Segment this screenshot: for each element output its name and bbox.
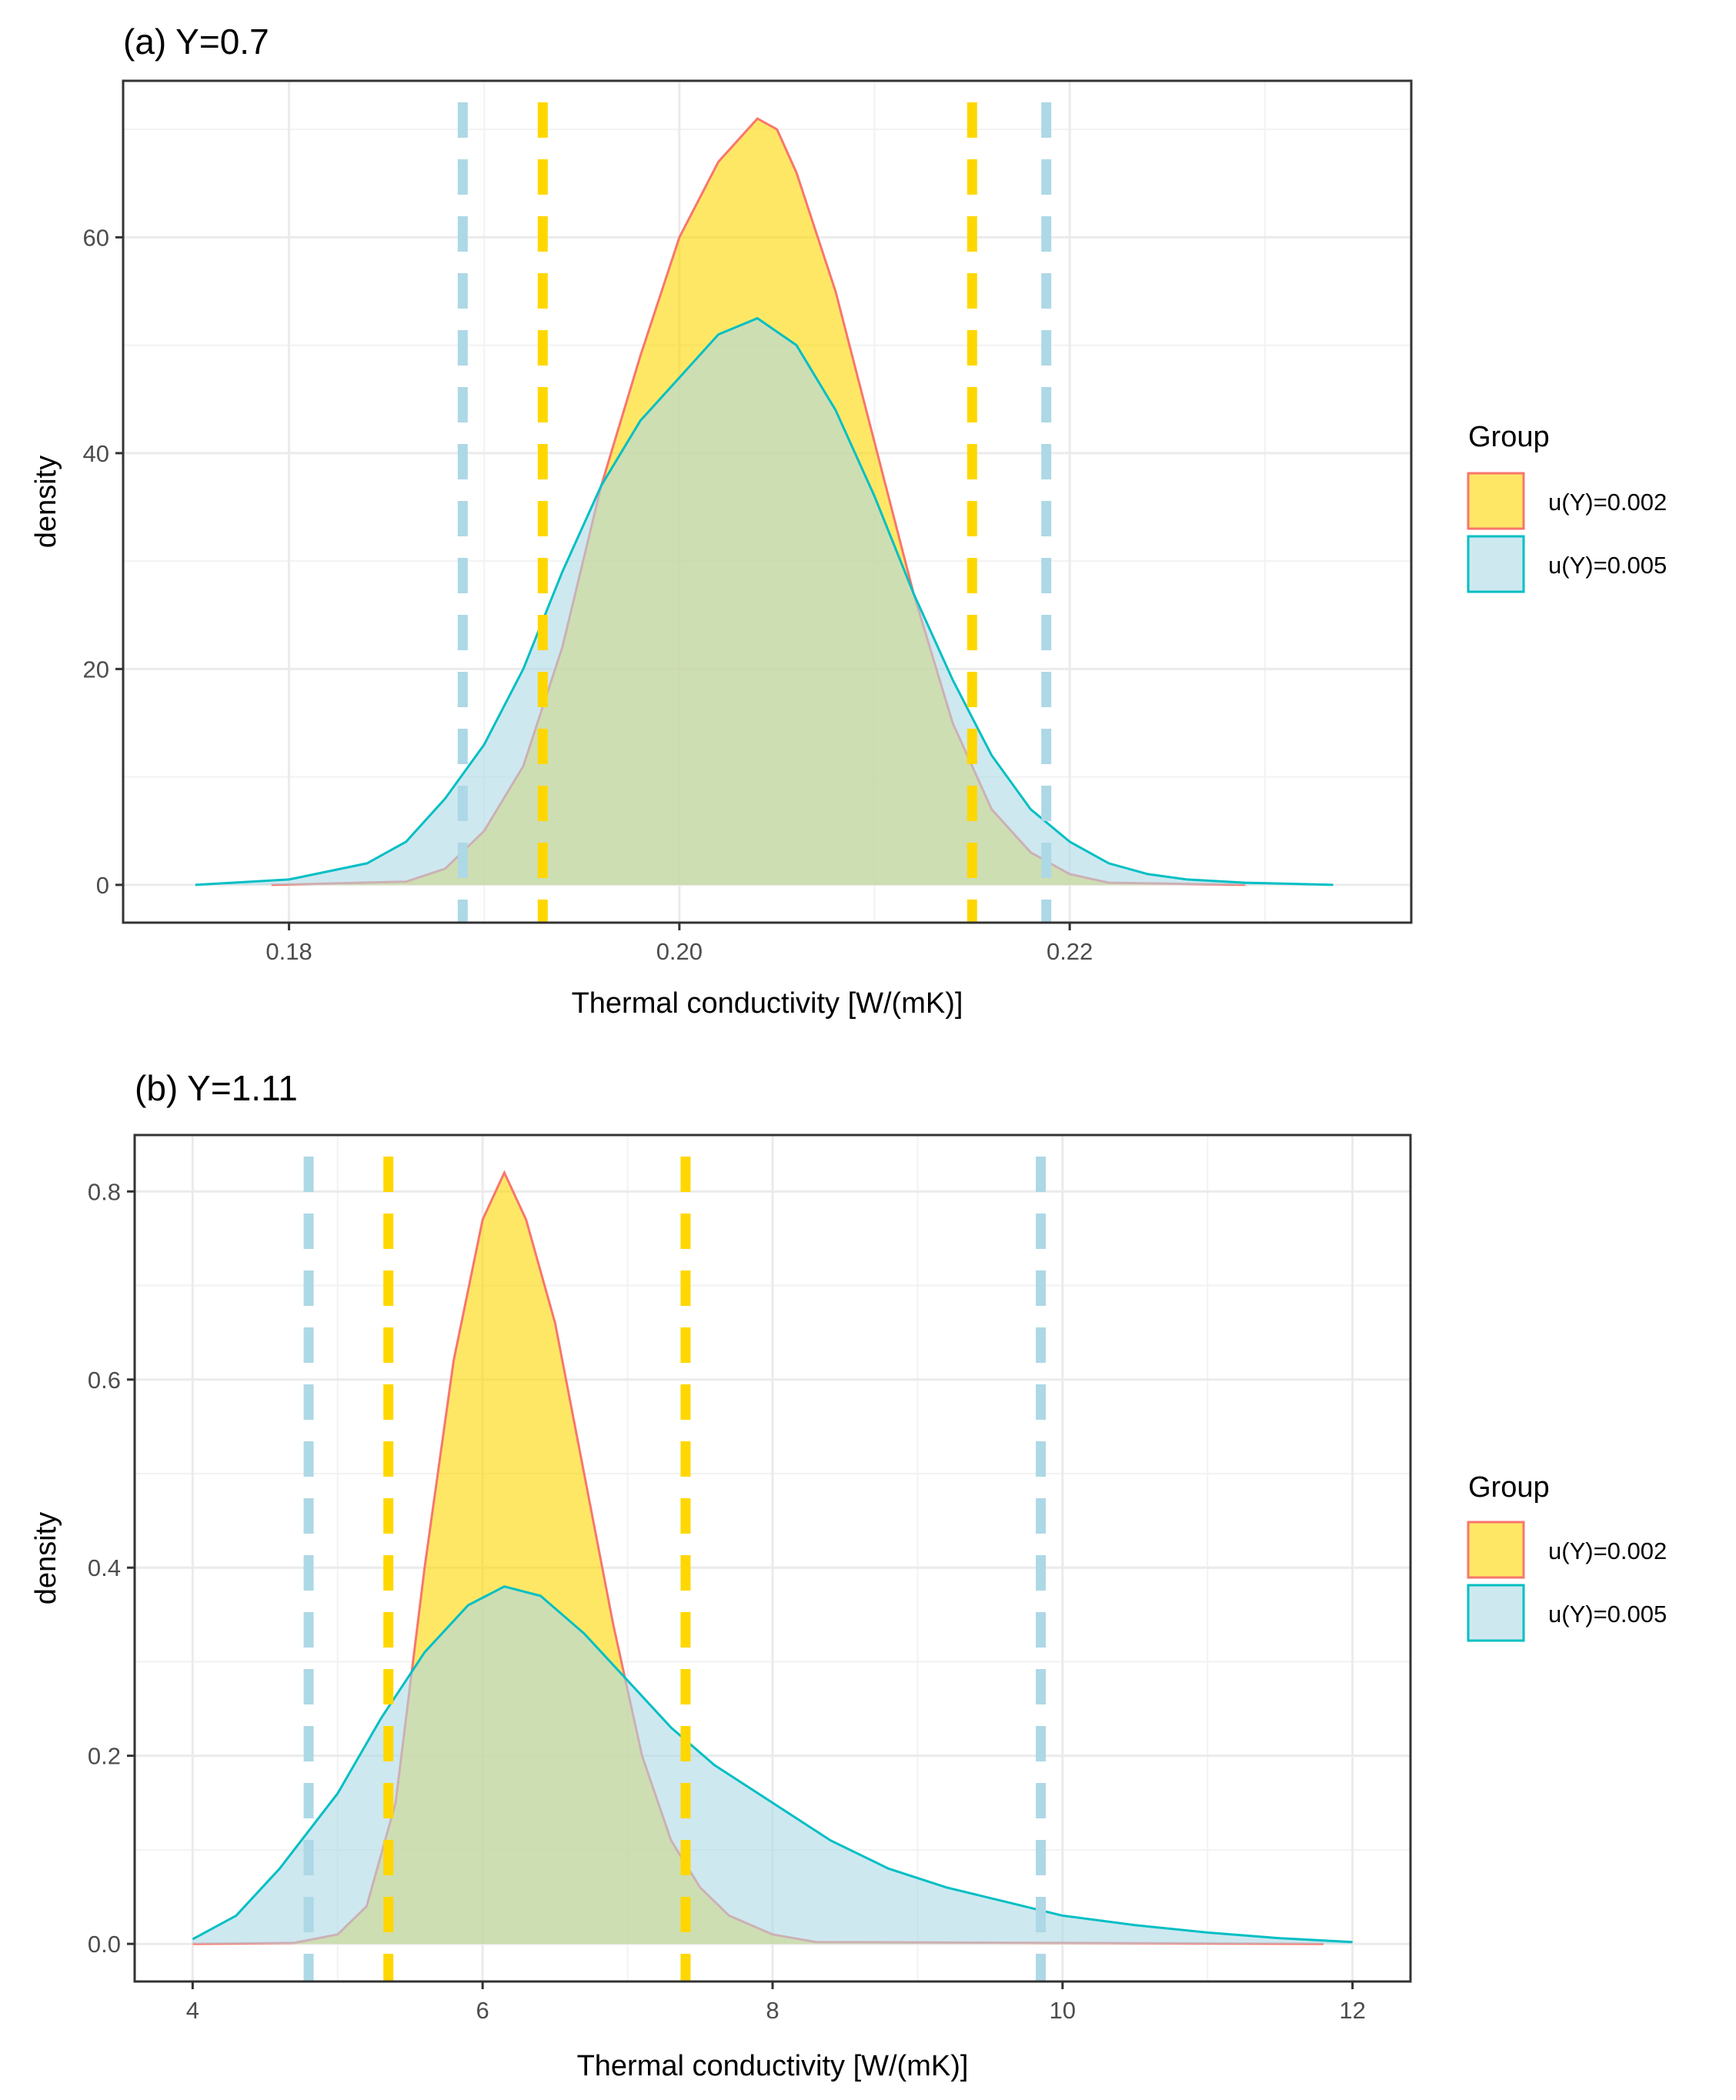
y-tick-label: 0.6 xyxy=(88,1367,121,1394)
legend-swatch-u005 xyxy=(1467,1584,1525,1642)
y-tick-label: 0 xyxy=(96,872,109,899)
legend-label-u002: u(Y)=0.002 xyxy=(1548,489,1667,516)
legend-swatch-u002 xyxy=(1467,472,1525,530)
panel-b-title: (b) Y=1.11 xyxy=(135,1068,298,1108)
panel-a-x-axis-title: Thermal conductivity [W/(mK)] xyxy=(572,987,963,1020)
panel-a: (a) Y=0.7 0.18 0.20 0.22 0 20 40 60 Thermal co… xyxy=(30,22,1667,1020)
panel-a-legend: Group u(Y)=0.002 u(Y)=0.005 xyxy=(1467,421,1667,593)
density-line-u005 xyxy=(192,1585,1353,1944)
x-tick-label: 12 xyxy=(1339,1997,1365,2024)
y-tick-label: 0.0 xyxy=(88,1931,121,1958)
panel-a-y-axis-title: density xyxy=(30,456,62,548)
density-area-u005 xyxy=(192,1586,1353,1945)
panel-a-title: (a) Y=0.7 xyxy=(123,22,269,62)
panel-b-vlines xyxy=(303,1157,1047,1981)
y-tick-label: 0.8 xyxy=(88,1178,121,1205)
panel-b-ticks: 4 6 8 10 12 0.0 0.2 0.4 0.6 0.8 xyxy=(88,1178,1366,2024)
panel-a-ticks: 0.18 0.20 0.22 0 20 40 60 xyxy=(83,224,1093,965)
x-tick-label: 0.18 xyxy=(265,938,312,965)
y-tick-label: 40 xyxy=(83,440,109,467)
panel-a-legend-title: Group xyxy=(1468,421,1550,453)
legend-label-u002: u(Y)=0.002 xyxy=(1548,1537,1667,1564)
panel-a-vlines xyxy=(457,102,1052,923)
y-tick-label: 60 xyxy=(83,224,109,251)
panel-b-x-axis-title: Thermal conductivity [W/(mK)] xyxy=(577,2050,969,2082)
x-tick-label: 0.20 xyxy=(656,938,703,965)
y-tick-label: 20 xyxy=(83,656,109,683)
y-tick-label: 0.4 xyxy=(88,1554,121,1581)
panel-b-legend-title: Group xyxy=(1468,1471,1550,1504)
panel-a-areas xyxy=(195,117,1334,886)
panel-b-areas xyxy=(192,1170,1353,1945)
legend-swatch-u002 xyxy=(1467,1521,1525,1579)
legend-swatch-u005 xyxy=(1467,535,1525,593)
panel-a-border xyxy=(122,79,1413,924)
panel-b: (b) Y=1.11 4 6 8 10 12 0.0 0.2 0.4 0.6 0.8 Therma… xyxy=(30,1068,1667,2082)
x-tick-label: 0.22 xyxy=(1047,938,1093,965)
x-tick-label: 4 xyxy=(186,1997,199,2024)
density-line-u005 xyxy=(195,316,1334,886)
x-tick-label: 10 xyxy=(1050,1997,1076,2024)
x-tick-label: 8 xyxy=(766,1997,779,2024)
y-tick-label: 0.2 xyxy=(88,1743,121,1770)
legend-label-u005: u(Y)=0.005 xyxy=(1548,1601,1667,1628)
panel-b-legend: Group u(Y)=0.002 u(Y)=0.005 xyxy=(1467,1471,1667,1642)
panel-b-y-axis-title: density xyxy=(30,1512,62,1604)
legend-label-u005: u(Y)=0.005 xyxy=(1548,552,1667,579)
x-tick-label: 6 xyxy=(476,1997,489,2024)
density-area-u005 xyxy=(195,318,1334,885)
